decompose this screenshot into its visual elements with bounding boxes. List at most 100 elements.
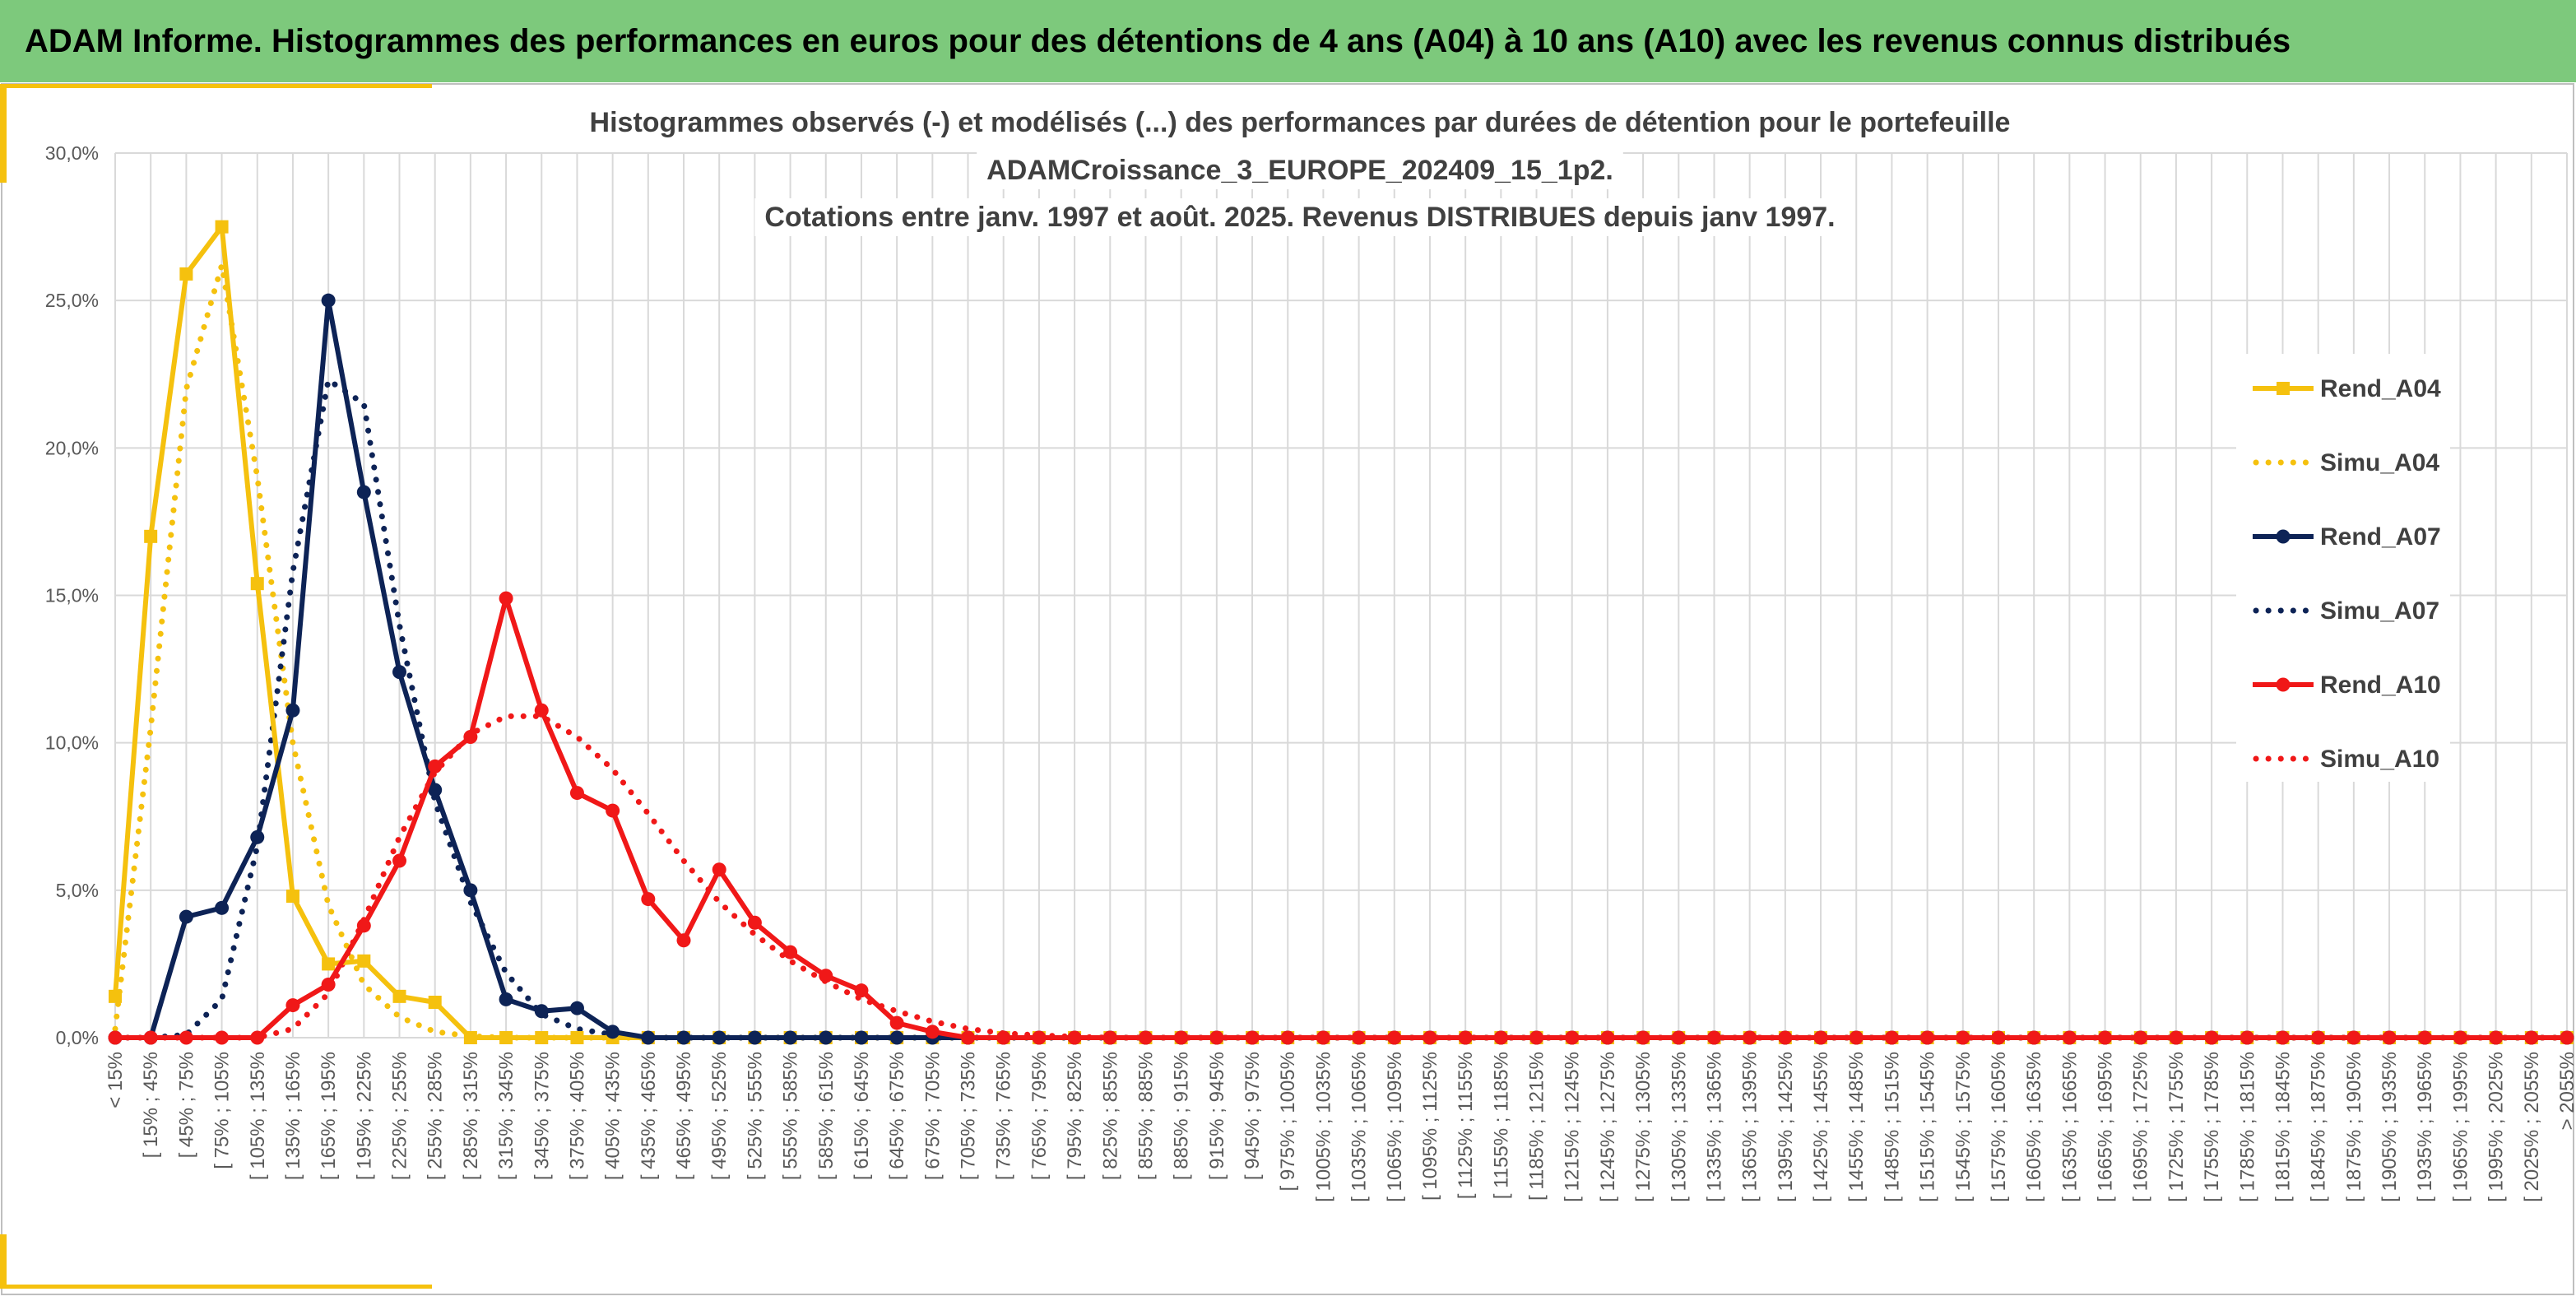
point-Rend_A10: [321, 978, 336, 992]
point-Rend_A10: [2239, 1030, 2254, 1045]
x-tick-label: [ 465% ; 495%: [673, 1052, 695, 1180]
point-Rend_A07: [534, 1004, 549, 1019]
y-tick-label: 10,0%: [45, 732, 99, 754]
x-tick-label: [ 405% ; 435%: [602, 1052, 624, 1180]
y-tick-label: 25,0%: [45, 290, 99, 311]
point-Rend_A10: [143, 1030, 158, 1045]
point-Rend_A10: [1565, 1030, 1580, 1045]
accent-bar-left: [0, 84, 7, 183]
point-Rend_A10: [1671, 1030, 1686, 1045]
point-Rend_A04: [535, 1031, 549, 1044]
x-tick-label: [ 525% ; 555%: [744, 1052, 766, 1180]
point-Rend_A10: [1849, 1030, 1864, 1045]
point-Rend_A07: [463, 883, 478, 898]
legend-marker: [2276, 677, 2291, 692]
point-Rend_A10: [1280, 1030, 1295, 1045]
point-Rend_A07: [179, 909, 193, 924]
x-tick-label: [ 765% ; 795%: [1028, 1052, 1051, 1180]
point-Rend_A10: [2062, 1030, 2077, 1045]
x-tick-label: [ 135% ; 165%: [282, 1052, 304, 1180]
x-tick-label: [ 1815% ; 1845%: [2272, 1052, 2294, 1202]
point-Rend_A10: [1387, 1030, 1402, 1045]
x-tick-label: [ 555% ; 585%: [780, 1052, 802, 1180]
x-tick-label: [ 1095% ; 1125%: [1419, 1052, 1441, 1201]
point-Rend_A07: [499, 992, 513, 1006]
title-backdrop: [754, 198, 1845, 236]
y-tick-label: 0,0%: [56, 1027, 99, 1048]
x-tick-label: [ 1725% ; 1755%: [2165, 1052, 2188, 1202]
point-Rend_A07: [783, 1030, 798, 1045]
x-tick-label: [ 1365% ; 1395%: [1739, 1052, 1761, 1202]
point-Rend_A10: [641, 892, 656, 907]
point-Rend_A10: [1706, 1030, 1721, 1045]
point-Rend_A04: [250, 577, 264, 591]
y-tick-label: 5,0%: [56, 880, 99, 901]
accent-bar-top: [0, 84, 432, 88]
point-Rend_A10: [463, 730, 478, 744]
point-Rend_A10: [392, 853, 407, 868]
point-Rend_A10: [2489, 1030, 2504, 1045]
point-Rend_A10: [2133, 1030, 2148, 1045]
x-tick-label: [ 1395% ; 1425%: [1775, 1052, 1797, 1202]
legend-item-Simu_A07: Simu_A07: [2253, 597, 2439, 625]
point-Rend_A10: [1102, 1030, 1117, 1045]
point-Rend_A10: [1813, 1030, 1828, 1045]
point-Rend_A10: [2560, 1030, 2574, 1045]
x-tick-label: [ 1935% ; 1965%: [2414, 1052, 2436, 1202]
point-Rend_A10: [2346, 1030, 2361, 1045]
x-tick-label: [ 195% ; 225%: [353, 1052, 375, 1180]
point-Rend_A10: [606, 803, 620, 818]
banner: ADAM Informe. Histogrammes des performan…: [0, 0, 2576, 82]
point-Rend_A10: [499, 591, 513, 606]
x-tick-label: [ 1065% ; 1095%: [1384, 1052, 1406, 1202]
legend-label: Simu_A04: [2320, 449, 2439, 476]
x-tick-label: [ 75% ; 105%: [211, 1052, 234, 1169]
x-tick-label: [ 1545% ; 1575%: [1952, 1052, 1975, 1202]
point-Rend_A10: [961, 1030, 976, 1045]
x-tick-label: [ 255% ; 285%: [425, 1052, 447, 1180]
point-Rend_A10: [1743, 1030, 1757, 1045]
point-Rend_A10: [1529, 1030, 1544, 1045]
point-Rend_A07: [321, 293, 336, 308]
series-layer: [108, 220, 2574, 1045]
x-tick-label: [ 1875% ; 1905%: [2343, 1052, 2365, 1202]
x-tick-label: [ 855% ; 885%: [1135, 1052, 1157, 1180]
point-Rend_A10: [2524, 1030, 2539, 1045]
point-Rend_A10: [712, 862, 726, 877]
point-Rend_A04: [357, 954, 371, 968]
point-Rend_A10: [2204, 1030, 2219, 1045]
point-Rend_A10: [996, 1030, 1011, 1045]
point-Rend_A10: [1245, 1030, 1260, 1045]
y-tick-label: 20,0%: [45, 437, 99, 458]
x-tick-label: [ 1215% ; 1245%: [1562, 1052, 1584, 1202]
point-Rend_A10: [819, 969, 833, 983]
point-Rend_A10: [2417, 1030, 2432, 1045]
x-tick-label: [ 1665% ; 1695%: [2095, 1052, 2117, 1202]
x-tick-label: [ 1515% ; 1545%: [1917, 1052, 1939, 1202]
x-tick-label: [ 1035% ; 1065%: [1348, 1052, 1371, 1202]
point-Rend_A04: [322, 957, 336, 971]
x-tick-label: [ 1695% ; 1725%: [2130, 1052, 2152, 1202]
x-tick-label: [ 1635% ; 1665%: [2058, 1052, 2081, 1202]
chart-border: [1, 83, 2574, 1295]
legend-marker: [2276, 529, 2291, 544]
point-Rend_A10: [1032, 1030, 1047, 1045]
x-tick-label: [ 1485% ; 1515%: [1881, 1052, 1903, 1202]
point-Rend_A07: [428, 783, 443, 797]
series-Rend_A10: [108, 591, 2574, 1045]
accent-bar-left-bottom: [0, 1234, 7, 1289]
point-Rend_A10: [1991, 1030, 2006, 1045]
point-Rend_A10: [1636, 1030, 1650, 1045]
x-tick-label: [ 1425% ; 1455%: [1810, 1052, 1832, 1202]
point-Rend_A10: [1778, 1030, 1793, 1045]
legend-label: Rend_A10: [2320, 671, 2441, 699]
x-tick-label: [ 345% ; 375%: [531, 1052, 553, 1180]
legend-label: Simu_A07: [2320, 597, 2439, 625]
point-Rend_A10: [1458, 1030, 1473, 1045]
title-backdrop: [579, 104, 2021, 142]
point-Rend_A10: [215, 1030, 230, 1045]
x-tick-label: [ 795% ; 825%: [1064, 1052, 1086, 1180]
point-Rend_A10: [1920, 1030, 1935, 1045]
point-Rend_A10: [889, 1015, 904, 1030]
x-tick-label: [ 1185% ; 1215%: [1526, 1052, 1548, 1201]
